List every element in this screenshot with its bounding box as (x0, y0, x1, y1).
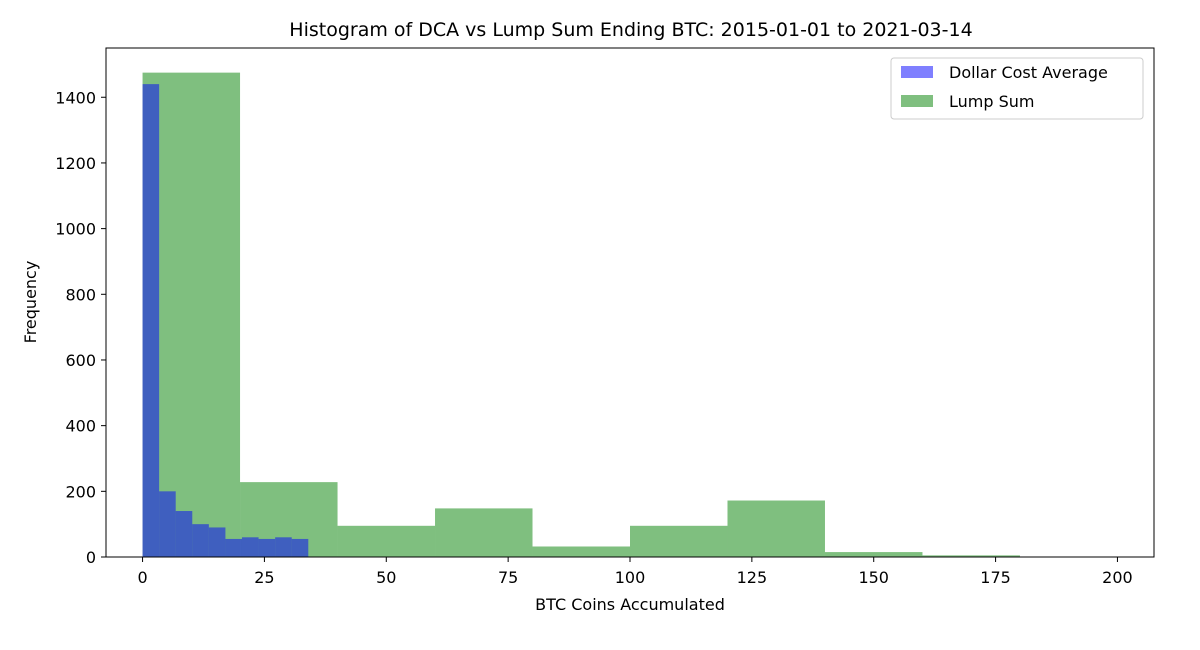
x-tick-label-100: 100 (615, 568, 646, 587)
bar-dollar-cost-average-2 (175, 511, 193, 557)
x-tick-label-150: 150 (858, 568, 889, 587)
bar-dollar-cost-average-3 (192, 524, 209, 557)
bar-dollar-cost-average-1 (159, 491, 176, 557)
y-tick-label-1000: 1000 (55, 220, 96, 239)
bar-dollar-cost-average-8 (275, 537, 292, 557)
chart-title: Histogram of DCA vs Lump Sum Ending BTC:… (289, 19, 972, 41)
x-tick-label-50: 50 (376, 568, 396, 587)
bar-lump-sum-3 (435, 508, 533, 557)
y-tick-label-0: 0 (86, 548, 96, 567)
bar-lump-sum-2 (337, 525, 436, 557)
y-tick-label-1400: 1400 (55, 88, 96, 107)
x-tick-label-75: 75 (498, 568, 518, 587)
bar-lump-sum-5 (630, 525, 728, 557)
y-tick-label-800: 800 (65, 285, 96, 304)
legend-swatch-dollar-cost-average (901, 66, 933, 78)
x-tick-label-25: 25 (254, 568, 274, 587)
bar-dollar-cost-average-4 (208, 527, 226, 557)
legend: Dollar Cost Average Lump Sum (890, 57, 1144, 120)
y-tick-label-1200: 1200 (55, 154, 96, 173)
y-axis-ticks: 0 200 400 600 800 1000 1200 1400 (55, 88, 106, 567)
bar-dollar-cost-average-5 (225, 538, 242, 557)
legend-frame (890, 57, 1144, 120)
bar-dollar-cost-average-6 (241, 537, 259, 557)
plot-frame (105, 47, 1155, 558)
x-tick-label-200: 200 (1102, 568, 1133, 587)
legend-label-dollar-cost-average: Dollar Cost Average (949, 63, 1108, 82)
bar-lump-sum-8 (922, 555, 1020, 557)
legend-label-lump-sum: Lump Sum (949, 92, 1034, 111)
x-tick-label-0: 0 (137, 568, 147, 587)
x-axis-label: BTC Coins Accumulated (535, 595, 725, 614)
y-tick-label-600: 600 (65, 351, 96, 370)
bars-layer (142, 72, 1020, 558)
bar-lump-sum-7 (824, 552, 923, 557)
bar-lump-sum-6 (727, 500, 825, 557)
bar-dollar-cost-average-7 (258, 538, 276, 557)
y-tick-label-400: 400 (65, 417, 96, 436)
x-axis-ticks: 0 25 50 75 100 125 150 175 200 (137, 557, 1133, 587)
legend-swatch-lump-sum (901, 95, 933, 107)
x-tick-label-125: 125 (737, 568, 768, 587)
x-tick-label-175: 175 (980, 568, 1011, 587)
bar-dollar-cost-average-9 (291, 538, 309, 557)
y-tick-label-200: 200 (65, 482, 96, 501)
y-axis-label: Frequency (21, 261, 40, 344)
bar-dollar-cost-average-0 (142, 84, 160, 557)
bar-lump-sum-4 (532, 546, 630, 557)
